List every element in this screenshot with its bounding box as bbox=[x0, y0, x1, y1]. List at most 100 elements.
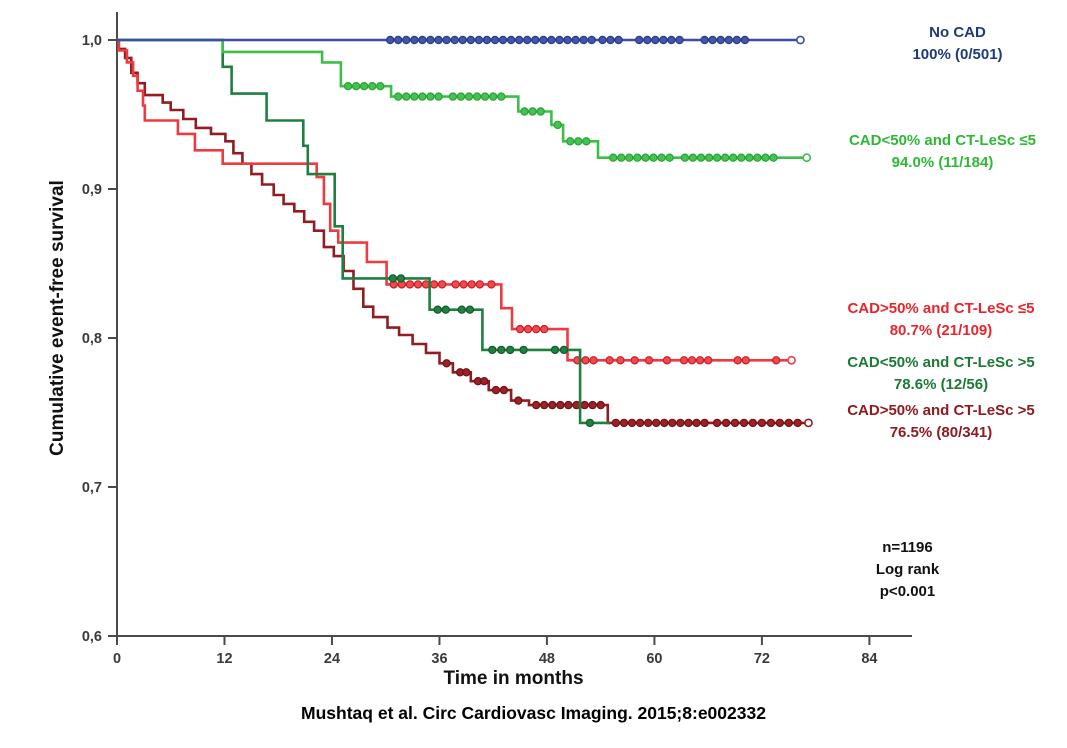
y-axis-title: Cumulative event-free survival bbox=[47, 180, 68, 456]
censor-marker-cad-lt50-gt5 bbox=[388, 274, 398, 283]
censor-marker-cad-lt50-gt5 bbox=[497, 345, 506, 355]
censor-marker-cad-lt50-le5 bbox=[712, 153, 722, 162]
censor-marker-cad-gt50-gt5 bbox=[700, 418, 709, 428]
censor-marker-no-cad bbox=[667, 35, 676, 45]
censor-marker-cad-gt50-gt5 bbox=[532, 400, 541, 410]
censor-marker-cad-gt50-gt5 bbox=[739, 418, 749, 428]
censor-marker-no-cad bbox=[523, 35, 532, 45]
censor-marker-cad-gt50-gt5 bbox=[580, 400, 589, 410]
censor-marker-no-cad bbox=[635, 35, 644, 45]
end-marker-cad-gt50-gt5 bbox=[804, 418, 813, 428]
censor-marker-no-cad bbox=[716, 35, 725, 45]
x-axis-title: Time in months bbox=[443, 668, 584, 689]
censor-marker-cad-gt50-le5 bbox=[459, 280, 468, 289]
censor-marker-cad-lt50-gt5 bbox=[585, 418, 595, 428]
censor-marker-cad-lt50-le5 bbox=[536, 107, 545, 116]
censor-marker-cad-gt50-le5 bbox=[644, 356, 654, 365]
censor-marker-cad-lt50-le5 bbox=[489, 92, 498, 101]
stats-test: Log rank bbox=[875, 561, 940, 578]
censor-marker-no-cad bbox=[643, 35, 652, 45]
censor-marker-cad-gt50-gt5 bbox=[730, 418, 740, 428]
censor-marker-cad-lt50-le5 bbox=[574, 137, 583, 146]
censor-marker-cad-lt50-le5 bbox=[769, 153, 778, 162]
censor-marker-cad-gt50-gt5 bbox=[721, 418, 731, 428]
censor-marker-cad-lt50-le5 bbox=[360, 81, 369, 91]
censor-marker-cad-gt50-gt5 bbox=[588, 400, 597, 410]
censor-marker-cad-lt50-le5 bbox=[753, 153, 762, 162]
censor-marker-cad-lt50-le5 bbox=[394, 92, 403, 101]
censor-marker-cad-gt50-le5 bbox=[475, 280, 484, 289]
censor-marker-cad-lt50-le5 bbox=[472, 92, 482, 101]
censor-marker-cad-lt50-gt5 bbox=[433, 305, 442, 314]
censor-marker-cad-lt50-le5 bbox=[625, 153, 634, 162]
censor-marker-cad-gt50-gt5 bbox=[499, 385, 509, 395]
censor-marker-cad-gt50-le5 bbox=[413, 280, 423, 289]
stats-n: n=1196 bbox=[882, 539, 933, 556]
censor-marker-cad-gt50-gt5 bbox=[442, 359, 451, 368]
censor-marker-no-cad bbox=[598, 35, 607, 45]
censor-marker-cad-lt50-le5 bbox=[448, 92, 458, 101]
censor-marker-cad-lt50-le5 bbox=[376, 81, 385, 91]
censor-marker-cad-lt50-le5 bbox=[633, 153, 642, 162]
censor-marker-no-cad bbox=[732, 35, 742, 45]
censor-marker-cad-lt50-le5 bbox=[582, 137, 591, 146]
end-marker-cad-lt50-le5 bbox=[802, 153, 812, 163]
censor-marker-no-cad bbox=[659, 35, 668, 45]
censor-marker-cad-lt50-le5 bbox=[464, 92, 474, 101]
x-tick-label: 24 bbox=[324, 651, 340, 667]
censor-marker-cad-gt50-gt5 bbox=[757, 418, 767, 428]
censor-marker-no-cad bbox=[651, 35, 660, 45]
censor-marker-cad-gt50-le5 bbox=[451, 280, 460, 289]
censor-marker-no-cad bbox=[579, 35, 588, 45]
censor-marker-no-cad bbox=[498, 35, 508, 45]
censor-marker-cad-gt50-le5 bbox=[630, 356, 639, 365]
legend-no-cad: No CAD 100% (0/501) bbox=[850, 22, 1065, 66]
censor-marker-cad-gt50-gt5 bbox=[712, 418, 722, 428]
censor-marker-no-cad bbox=[466, 35, 475, 45]
censor-marker-cad-gt50-le5 bbox=[733, 356, 742, 365]
censor-marker-cad-lt50-le5 bbox=[680, 153, 690, 162]
censor-marker-no-cad bbox=[571, 35, 580, 45]
censor-marker-cad-lt50-gt5 bbox=[506, 345, 515, 355]
censor-marker-no-cad bbox=[434, 35, 443, 45]
censor-marker-no-cad bbox=[531, 35, 540, 45]
stats-p-value: p<0.001 bbox=[879, 583, 936, 600]
censor-marker-cad-lt50-le5 bbox=[497, 92, 506, 101]
legend-cad-lt50-lesc-le5: CAD<50% and CT-LeSc ≤5 94.0% (11/184) bbox=[818, 130, 1067, 174]
censor-marker-no-cad bbox=[450, 35, 459, 45]
legend-no-cad-value: 100% (0/501) bbox=[912, 46, 1003, 63]
censor-marker-cad-lt50-le5 bbox=[343, 81, 353, 91]
censor-marker-cad-gt50-le5 bbox=[523, 324, 533, 334]
censor-marker-cad-lt50-gt5 bbox=[488, 345, 497, 355]
censor-marker-no-cad bbox=[386, 35, 395, 45]
censor-marker-cad-lt50-gt5 bbox=[441, 305, 450, 314]
censor-marker-no-cad bbox=[587, 35, 596, 45]
censor-marker-cad-gt50-gt5 bbox=[676, 418, 685, 428]
censor-marker-no-cad bbox=[547, 35, 556, 45]
censor-marker-cad-lt50-gt5 bbox=[559, 345, 569, 355]
censor-marker-cad-gt50-le5 bbox=[695, 356, 705, 365]
x-tick-label: 0 bbox=[113, 651, 121, 667]
censor-marker-cad-gt50-gt5 bbox=[540, 400, 549, 410]
censor-marker-cad-lt50-le5 bbox=[480, 92, 490, 101]
censor-marker-no-cad bbox=[555, 35, 564, 45]
censor-marker-cad-lt50-le5 bbox=[553, 120, 562, 130]
censor-marker-cad-lt50-le5 bbox=[402, 92, 411, 101]
x-tick-label: 36 bbox=[431, 651, 447, 667]
censor-marker-cad-gt50-gt5 bbox=[596, 400, 605, 410]
censor-marker-cad-gt50-le5 bbox=[540, 324, 549, 334]
censor-marker-cad-lt50-le5 bbox=[520, 107, 529, 116]
curve-cad-gt50-le5 bbox=[117, 38, 792, 362]
curve-cad-lt50-gt5 bbox=[117, 38, 610, 425]
y-tick-label: 0,8 bbox=[82, 331, 102, 347]
censor-marker-cad-gt50-gt5 bbox=[627, 418, 637, 428]
censor-marker-cad-gt50-gt5 bbox=[480, 377, 489, 386]
censor-marker-cad-gt50-le5 bbox=[704, 356, 713, 365]
censor-marker-cad-gt50-le5 bbox=[741, 356, 751, 365]
censor-marker-cad-gt50-le5 bbox=[687, 356, 697, 365]
x-tick-label: 48 bbox=[539, 651, 555, 667]
censor-marker-cad-lt50-gt5 bbox=[396, 274, 406, 283]
censor-marker-cad-gt50-le5 bbox=[605, 356, 614, 365]
